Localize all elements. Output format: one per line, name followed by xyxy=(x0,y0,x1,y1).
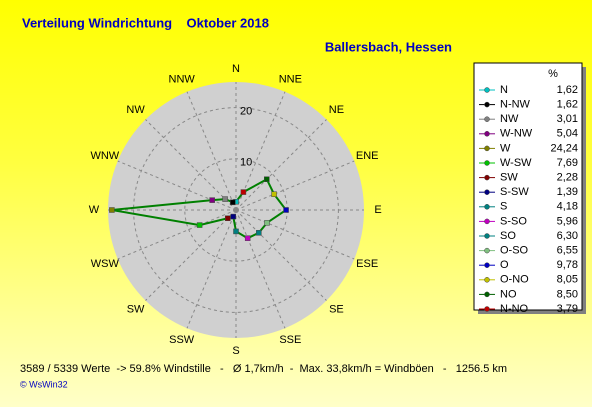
legend-value: 7,69 xyxy=(557,157,578,169)
legend-marker xyxy=(484,101,490,108)
credit: © WsWin32 xyxy=(20,379,68,389)
legend-label: W xyxy=(500,142,511,154)
legend-value: 9,78 xyxy=(557,259,578,271)
legend-value: 8,05 xyxy=(557,274,578,286)
direction-label: N xyxy=(232,63,240,75)
legend-label: O-NO xyxy=(500,274,529,286)
point xyxy=(283,207,289,213)
point xyxy=(230,213,237,220)
legend-label: SW xyxy=(500,172,518,184)
legend-label: SO xyxy=(500,230,516,242)
legend-marker xyxy=(484,306,490,312)
legend-label: S xyxy=(500,201,507,213)
direction-label: WSW xyxy=(91,258,120,270)
grid-ring xyxy=(133,107,339,313)
direction-label: SW xyxy=(127,304,145,316)
legend-value: 1,62 xyxy=(557,84,578,96)
legend-value: 24,24 xyxy=(550,142,578,154)
legend-unit: % xyxy=(548,68,558,80)
legend-label: W-SW xyxy=(500,157,532,169)
legend-label: N-NW xyxy=(500,99,531,111)
legend-marker xyxy=(484,262,490,268)
point xyxy=(240,189,247,195)
direction-label: NW xyxy=(126,104,145,116)
legend-label: S-SO xyxy=(500,215,527,227)
r-tick-label: 20 xyxy=(240,106,252,118)
legend-marker xyxy=(484,174,490,181)
legend-marker xyxy=(484,277,490,283)
legend-marker xyxy=(484,247,490,254)
legend-value: 3,01 xyxy=(557,113,578,125)
legend-marker xyxy=(484,291,490,298)
point xyxy=(109,207,115,213)
footer: 3589 / 5339 Werte -> 59.8% Windstille - … xyxy=(20,363,507,375)
point xyxy=(271,191,277,197)
legend-label: NW xyxy=(500,113,519,125)
legend-value: 1,39 xyxy=(557,186,578,198)
direction-label: ENE xyxy=(356,150,379,162)
chart-subtitle: Ballersbach, Hessen xyxy=(325,39,452,54)
legend-value: 6,55 xyxy=(557,245,578,257)
direction-label: E xyxy=(374,204,381,216)
legend-value: 5,04 xyxy=(557,128,578,140)
point xyxy=(224,215,231,222)
point xyxy=(230,199,236,206)
legend-marker xyxy=(484,204,490,210)
point xyxy=(244,235,251,241)
legend-value: 2,28 xyxy=(557,172,578,184)
legend-marker xyxy=(484,160,490,166)
legend-marker xyxy=(484,145,490,152)
legend-value: 4,18 xyxy=(557,201,578,213)
point xyxy=(256,230,262,236)
point xyxy=(233,228,239,235)
point xyxy=(209,197,215,203)
direction-label: NE xyxy=(329,104,344,116)
legend-marker xyxy=(484,218,490,225)
direction-label: S xyxy=(232,345,239,357)
direction-label: NNE xyxy=(279,74,302,86)
direction-label: W xyxy=(89,204,100,216)
point xyxy=(264,176,270,182)
legend-marker xyxy=(484,233,490,239)
direction-label: NNW xyxy=(169,74,196,86)
direction-label: SSE xyxy=(279,334,301,346)
direction-label: SSW xyxy=(169,334,195,346)
legend-value: 6,30 xyxy=(557,230,578,242)
direction-label: ESE xyxy=(356,258,378,270)
legend-marker xyxy=(484,87,490,93)
legend-label: W-NW xyxy=(500,128,533,140)
legend-value: 8,50 xyxy=(557,288,578,300)
legend-label: S-SW xyxy=(500,186,529,198)
legend-marker xyxy=(484,189,490,195)
legend-label: N-NO xyxy=(500,303,529,315)
legend-marker xyxy=(484,131,490,137)
chart-title: Verteilung Windrichtung Oktober 2018 xyxy=(22,15,269,30)
legend-value: 3,79 xyxy=(557,303,578,315)
legend-value: 5,96 xyxy=(557,215,578,227)
legend-label: N xyxy=(500,84,508,96)
legend-label: NO xyxy=(500,288,517,300)
point xyxy=(196,222,203,228)
point xyxy=(264,220,270,226)
r-tick-label: 10 xyxy=(240,157,252,169)
direction-label: WNW xyxy=(90,150,119,162)
legend-label: O xyxy=(500,259,509,271)
direction-label: SE xyxy=(329,304,344,316)
legend-marker xyxy=(484,116,490,122)
legend-label: O-SO xyxy=(500,245,529,257)
legend-value: 1,62 xyxy=(557,99,578,111)
point xyxy=(222,196,228,202)
